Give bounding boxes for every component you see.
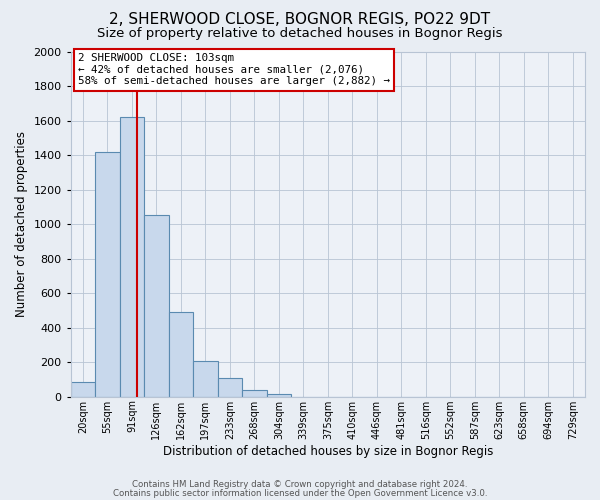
Text: Contains HM Land Registry data © Crown copyright and database right 2024.: Contains HM Land Registry data © Crown c…: [132, 480, 468, 489]
Text: Contains public sector information licensed under the Open Government Licence v3: Contains public sector information licen…: [113, 489, 487, 498]
Bar: [144, 216, 169, 396]
Bar: [169, 312, 193, 396]
Bar: [119, 117, 144, 396]
Bar: [95, 152, 119, 396]
Bar: [71, 382, 95, 396]
Text: 2, SHERWOOD CLOSE, BOGNOR REGIS, PO22 9DT: 2, SHERWOOD CLOSE, BOGNOR REGIS, PO22 9D…: [109, 12, 491, 28]
Bar: [242, 390, 266, 396]
Bar: [266, 394, 291, 396]
Y-axis label: Number of detached properties: Number of detached properties: [15, 131, 28, 317]
Text: 2 SHERWOOD CLOSE: 103sqm
← 42% of detached houses are smaller (2,076)
58% of sem: 2 SHERWOOD CLOSE: 103sqm ← 42% of detach…: [78, 53, 390, 86]
Text: Size of property relative to detached houses in Bognor Regis: Size of property relative to detached ho…: [97, 28, 503, 40]
Bar: [218, 378, 242, 396]
X-axis label: Distribution of detached houses by size in Bognor Regis: Distribution of detached houses by size …: [163, 444, 493, 458]
Bar: [193, 362, 218, 396]
